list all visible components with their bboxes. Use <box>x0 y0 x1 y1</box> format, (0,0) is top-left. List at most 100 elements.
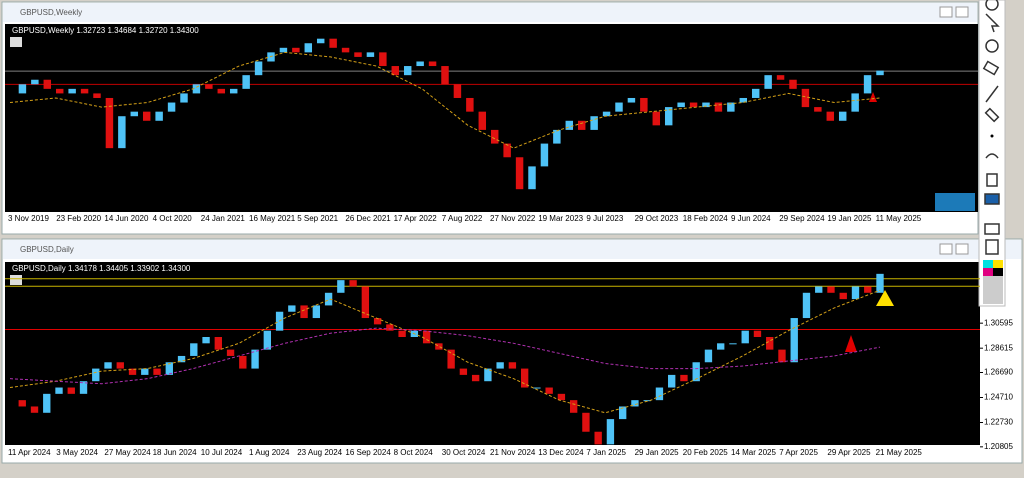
candle <box>778 349 786 363</box>
ruler-tool[interactable] <box>984 107 1000 123</box>
x-tick-label: 29 Apr 2025 <box>827 448 871 457</box>
tool-icon[interactable] <box>985 0 999 11</box>
x-tick-label: 7 Aug 2022 <box>442 214 483 223</box>
candle <box>668 374 676 388</box>
candle <box>814 107 822 112</box>
x-tick-label: 8 Oct 2024 <box>394 448 434 457</box>
notes-tool[interactable] <box>985 239 999 255</box>
color-swatch[interactable] <box>993 260 1003 268</box>
candle <box>741 330 749 344</box>
window-buttons[interactable] <box>939 243 969 255</box>
dot <box>990 134 994 138</box>
candle <box>766 337 774 350</box>
toolbar <box>978 0 1006 307</box>
candle <box>190 343 198 356</box>
candle <box>403 66 412 76</box>
candle <box>615 102 623 112</box>
minimize[interactable] <box>939 243 953 255</box>
candle <box>643 400 651 402</box>
y-tick-label: 1.26690 <box>984 368 1013 377</box>
chart-header: GBPUSD,Daily 1.34178 1.34405 1.33902 1.3… <box>12 264 191 273</box>
candle <box>141 368 149 375</box>
moving-average <box>9 327 881 385</box>
maximize[interactable] <box>955 6 969 18</box>
x-tick-label: 14 Jun 2020 <box>104 214 149 223</box>
candle <box>55 387 63 394</box>
line-tool[interactable] <box>985 85 999 103</box>
candle <box>540 143 549 167</box>
candle <box>839 292 847 300</box>
candle <box>851 93 859 112</box>
x-tick-label: 11 May 2025 <box>876 214 922 223</box>
candle <box>428 61 437 67</box>
y-tick-label: 1.28615 <box>984 343 1013 352</box>
candle <box>68 88 76 94</box>
candle <box>329 38 337 48</box>
title-bar <box>3 3 977 22</box>
candle <box>557 393 566 401</box>
candle <box>55 88 64 94</box>
cursor-tool[interactable] <box>985 13 1000 33</box>
candle <box>863 75 872 94</box>
x-tick-label: 26 Dec 2021 <box>345 214 391 223</box>
maximize[interactable] <box>955 243 969 255</box>
minimize[interactable] <box>939 6 953 18</box>
candle <box>18 400 26 407</box>
x-tick-label: 1 Aug 2024 <box>249 448 290 457</box>
print-tool[interactable] <box>984 193 1000 205</box>
candle <box>180 93 188 103</box>
x-tick-label: 19 Mar 2023 <box>538 214 583 223</box>
weekly-chart: GBPUSD,Weekly GBPUSD,Weekly 1.32723 1.346… <box>5 8 978 223</box>
candle <box>118 116 126 149</box>
candle <box>226 349 235 356</box>
plot <box>5 38 978 190</box>
candle <box>379 52 387 67</box>
crosshair-tool[interactable] <box>985 39 999 53</box>
candle <box>753 330 762 337</box>
candle <box>508 362 517 369</box>
candle <box>422 330 431 344</box>
x-tick-label: 27 May 2024 <box>104 448 151 457</box>
x-tick-label: 21 Nov 2024 <box>490 448 536 457</box>
candle <box>116 362 124 369</box>
candle <box>677 102 685 108</box>
candle <box>300 305 308 319</box>
candle <box>251 349 259 369</box>
x-tick-label: 18 Jun 2024 <box>153 448 198 457</box>
color-swatch[interactable] <box>983 276 1003 304</box>
candle <box>528 166 536 190</box>
candle <box>142 111 151 121</box>
candle <box>478 111 487 130</box>
candle <box>239 355 247 369</box>
undo-tool[interactable] <box>985 153 999 159</box>
candle <box>876 273 884 293</box>
tag-tool[interactable] <box>982 60 1000 76</box>
candle <box>655 387 664 401</box>
candle <box>520 368 529 388</box>
candle <box>128 368 137 375</box>
signal-arrow <box>869 92 877 102</box>
signal-arrow <box>845 335 857 352</box>
candle <box>692 362 700 382</box>
candle <box>664 107 673 126</box>
color-swatch[interactable] <box>993 268 1003 276</box>
candle <box>92 368 100 382</box>
x-tick-label: 29 Sep 2024 <box>779 214 825 223</box>
y-tick-label: 1.24710 <box>984 393 1013 402</box>
color-swatch[interactable] <box>983 260 993 268</box>
candle <box>366 52 375 57</box>
candle <box>466 97 474 112</box>
color-swatch[interactable] <box>983 268 993 276</box>
x-tick-label: 23 Feb 2020 <box>56 214 101 223</box>
candle <box>254 61 263 76</box>
chart-toolbar[interactable] <box>935 193 975 211</box>
candle <box>602 111 611 117</box>
candle <box>177 355 186 363</box>
candle <box>80 88 89 94</box>
delete-tool[interactable] <box>986 173 998 187</box>
x-tick-label: 3 May 2024 <box>56 448 98 457</box>
candle <box>471 374 480 382</box>
screenshot-tool[interactable] <box>984 223 1000 235</box>
window-buttons[interactable] <box>939 6 969 18</box>
